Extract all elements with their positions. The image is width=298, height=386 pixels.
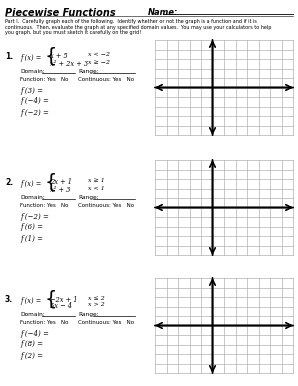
Text: x + 5: x + 5 [50,52,68,61]
Text: 3.: 3. [5,295,13,304]
Text: x < 1: x < 1 [88,186,105,191]
Text: f (−4) =: f (−4) = [20,97,49,105]
Text: x ≤ 2: x ≤ 2 [88,296,105,300]
Text: 2x + 1: 2x + 1 [50,178,72,186]
Text: Continuous: Yes   No: Continuous: Yes No [78,320,134,325]
Text: f (−4) =: f (−4) = [20,330,49,338]
Text: $\{$: $\{$ [44,45,56,67]
Text: f (2) =: f (2) = [20,352,43,360]
Text: you graph, but you must sketch it carefully on the grid!: you graph, but you must sketch it carefu… [5,30,141,35]
Text: f (x) =: f (x) = [20,297,41,305]
Text: f (−2) =: f (−2) = [20,213,49,221]
Text: Range:: Range: [78,195,99,200]
Text: f (8) =: f (8) = [20,340,43,348]
Text: Range:: Range: [78,69,99,74]
Text: Domain:: Domain: [20,195,45,200]
Text: Range:: Range: [78,312,99,317]
Text: x ≥ 1: x ≥ 1 [88,178,105,183]
Text: continuous.  Then, evaluate the graph at any specified domain values.  You may u: continuous. Then, evaluate the graph at … [5,24,271,29]
Text: x < −2: x < −2 [88,52,110,58]
Text: Part I.  Carefully graph each of the following.  Identify whether or not the gra: Part I. Carefully graph each of the foll… [5,19,257,24]
Text: $\{$: $\{$ [44,288,56,310]
Text: Function: Yes   No: Function: Yes No [20,203,69,208]
Text: Domain:: Domain: [20,312,45,317]
Text: Piecewise Functions: Piecewise Functions [5,8,116,18]
Text: 2.: 2. [5,178,13,187]
Text: x² + 2x + 3: x² + 2x + 3 [50,59,88,68]
Text: f (x) =: f (x) = [20,180,41,188]
Text: f (3) =: f (3) = [20,87,43,95]
Text: Domain:: Domain: [20,69,45,74]
Text: f (6) =: f (6) = [20,223,43,231]
Text: f (−2) =: f (−2) = [20,109,49,117]
Text: $\{$: $\{$ [44,171,56,193]
Text: Name:: Name: [148,8,179,17]
Text: f (x) =: f (x) = [20,54,41,62]
Text: x² + 3: x² + 3 [50,186,70,193]
Text: −2x + 1: −2x + 1 [50,296,77,303]
Text: x ≥ −2: x ≥ −2 [88,59,110,64]
Text: Function: Yes   No: Function: Yes No [20,320,69,325]
Text: Function: Yes   No: Function: Yes No [20,77,69,82]
Text: Continuous: Yes   No: Continuous: Yes No [78,203,134,208]
Text: 5x − 4: 5x − 4 [50,303,72,310]
Text: 1.: 1. [5,52,13,61]
Text: f (1) =: f (1) = [20,235,43,243]
Text: Continuous: Yes   No: Continuous: Yes No [78,77,134,82]
Text: x > 2: x > 2 [88,303,105,308]
